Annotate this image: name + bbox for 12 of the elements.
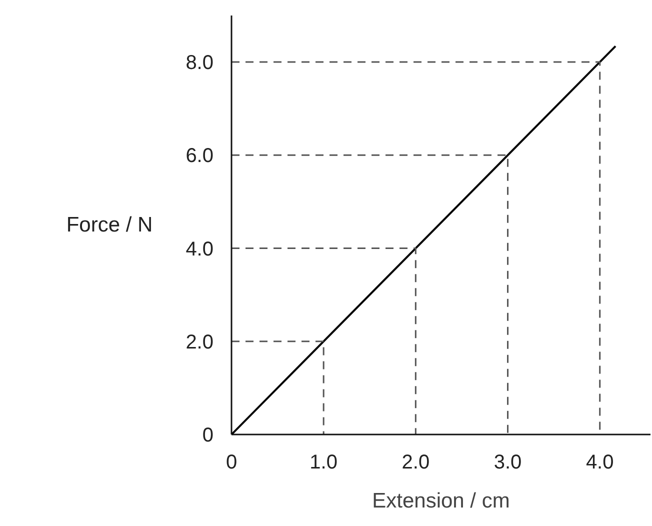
y-tick-label: 4.0 (186, 238, 214, 260)
y-tick-label: 6.0 (186, 145, 214, 168)
x-tick-label: 2.0 (402, 452, 430, 474)
y-tick-label: 2.0 (186, 331, 214, 354)
x-tick-label: 3.0 (494, 452, 522, 474)
y-tick-label: 0 (202, 424, 214, 446)
y-axis-title: Force / N (66, 214, 153, 236)
x-tick-label: 0 (226, 452, 238, 474)
x-tick-label: 4.0 (586, 452, 614, 474)
y-tick-label: 8.0 (186, 52, 214, 74)
x-axis-title: Extension / cm (372, 490, 510, 512)
x-tick-label: 1.0 (310, 452, 338, 474)
